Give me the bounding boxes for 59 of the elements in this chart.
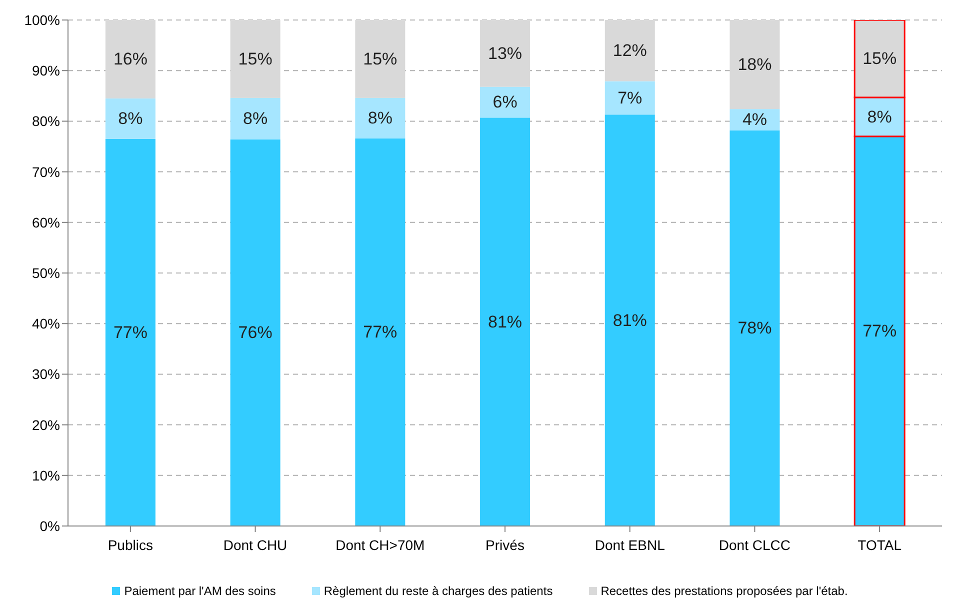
data-label: 6% (492, 92, 518, 112)
data-label: 8% (368, 108, 392, 128)
y-tick-label: 70% (32, 164, 60, 180)
data-label: 77% (113, 322, 148, 342)
bar (604, 114, 655, 526)
y-tick-label: 40% (32, 316, 60, 332)
data-label: 76% (238, 323, 272, 342)
bar (730, 130, 780, 526)
bar (355, 20, 406, 98)
data-label: 77% (862, 322, 897, 341)
bar (230, 20, 280, 98)
x-tick-label: Dont CLCC (718, 536, 791, 553)
y-tick-label: 80% (32, 113, 60, 130)
x-tick-label: Dont CHU (223, 536, 288, 553)
data-label: 7% (618, 88, 642, 108)
legend-label: Règlement du reste à charges des patients (324, 584, 553, 598)
bar (480, 20, 530, 87)
data-label: 4% (742, 110, 768, 130)
y-tick-label: 20% (32, 416, 60, 433)
x-tick-label: Dont CH>70M (336, 536, 425, 553)
legend-label: Recettes des prestations proposées par l'étab. (600, 584, 848, 598)
y-tick-label: 90% (32, 62, 60, 79)
bar (230, 139, 280, 526)
bar (604, 81, 655, 115)
legend-label: Paiement par l'AM des soins (124, 584, 276, 598)
bar (730, 20, 780, 110)
data-label: 8% (118, 109, 143, 128)
data-label: 8% (867, 107, 892, 126)
bar (480, 86, 530, 118)
data-label: 15% (862, 49, 897, 68)
x-tick-label: Publics (108, 536, 153, 553)
y-tick-label: 0% (40, 518, 60, 534)
bar (355, 138, 406, 526)
bar (604, 20, 655, 82)
bar (105, 98, 156, 139)
bar (480, 118, 530, 526)
bar (355, 98, 406, 138)
data-label: 16% (113, 50, 148, 69)
y-tick-label: 60% (32, 214, 60, 230)
bar (230, 98, 280, 140)
data-label: 13% (488, 44, 522, 63)
data-label: 78% (738, 318, 772, 338)
data-label: 8% (243, 109, 268, 128)
data-label: 77% (363, 322, 398, 342)
bar (105, 138, 156, 526)
y-tick-label: 10% (32, 467, 60, 484)
data-label: 81% (612, 310, 647, 330)
data-label: 81% (488, 312, 522, 332)
bar (105, 20, 156, 98)
data-label: 18% (738, 55, 772, 74)
y-tick-label: 30% (32, 366, 60, 382)
data-label: 15% (238, 49, 272, 68)
x-tick-label: Privés (486, 536, 524, 553)
data-label: 12% (612, 41, 647, 60)
y-tick-label: 50% (32, 264, 60, 281)
x-tick-label: Dont EBNL (594, 536, 666, 553)
y-tick-label: 100% (24, 12, 60, 28)
x-tick-label: TOTAL (858, 536, 902, 553)
data-label: 15% (363, 49, 398, 68)
